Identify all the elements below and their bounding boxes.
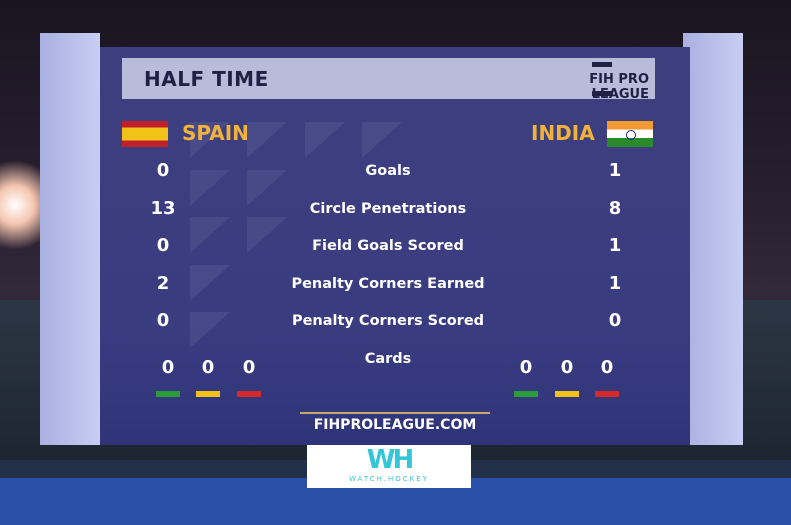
away-stat-value: 1 [608,235,622,256]
home-stat-value: 2 [156,273,170,294]
green-card-icon [156,391,180,397]
divider [300,412,490,414]
home-stat-value: 13 [150,198,176,219]
decorative-triangle [305,122,345,158]
stat-label: Penalty Corners Scored [291,313,485,329]
india-flag-icon [607,121,653,147]
green-card-icon [514,391,538,397]
panel-wing-right [683,33,743,445]
away-red-card-count: 0 [600,357,614,378]
home-stat-value: 0 [156,310,170,331]
home-stat-value: 0 [156,235,170,256]
spain-flag-icon [122,121,168,147]
decorative-triangle [190,265,230,301]
page-title: HALF TIME [144,67,269,91]
away-green-card-count: 0 [519,357,533,378]
away-stat-value: 1 [608,273,622,294]
stat-label: Goals [365,163,411,179]
decorative-triangle [247,122,287,158]
decorative-triangle [190,170,230,206]
home-stat-value: 0 [156,160,170,181]
away-stat-value: 1 [608,160,622,181]
website-link: FIHPROLEAGUE.COM [313,417,477,433]
home-red-card-count: 0 [242,357,256,378]
header-bar: HALF TIME FIH PRO LEAGUE [122,58,655,102]
away-stat-value: 8 [608,198,622,219]
decorative-triangle [362,122,402,158]
red-card-icon [595,391,619,397]
away-stat-value: 0 [608,310,622,331]
yellow-card-icon [555,391,579,397]
red-card-icon [237,391,261,397]
yellow-card-icon [196,391,220,397]
stat-label: Field Goals Scored [312,238,464,254]
away-team-name: INDIA [531,121,595,145]
decorative-triangle [190,312,230,348]
fih-pro-league-logo: FIH PRO LEAGUE [529,62,649,102]
decorative-triangle [190,217,230,253]
stat-label: Penalty Corners Earned [291,276,485,292]
watch-hockey-watermark: WH WATCH.HOCKEY [307,445,471,488]
home-yellow-card-count: 0 [201,357,215,378]
home-green-card-count: 0 [161,357,175,378]
away-yellow-card-count: 0 [560,357,574,378]
stat-label: Circle Penetrations [309,201,467,217]
cards-label: Cards [364,351,412,367]
home-team-name: SPAIN [182,121,249,145]
stats-panel [100,47,690,445]
panel-wing-left [40,33,100,445]
